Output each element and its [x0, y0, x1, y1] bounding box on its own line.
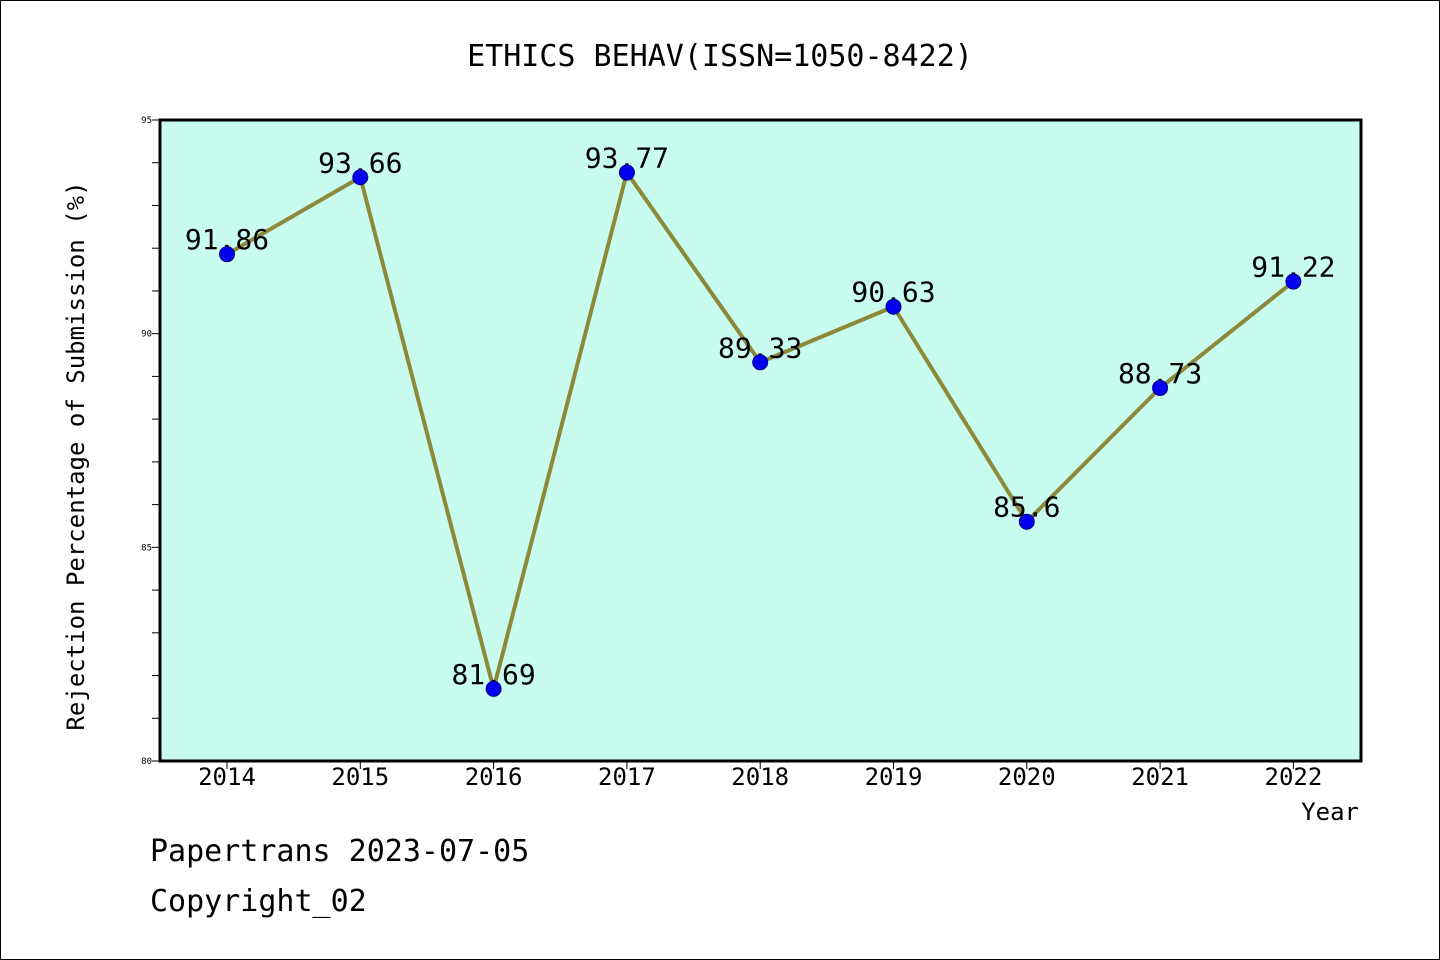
y-tick-label: 95 — [141, 116, 152, 126]
footer-date-text: Papertrans 2023-07-05 — [150, 834, 530, 869]
data-point-marker — [1152, 379, 1169, 396]
y-axis-ticks: 80 85 90 95 — [141, 116, 160, 767]
x-tick-label: 2020 — [998, 763, 1056, 791]
x-tick-label: 2014 — [198, 763, 256, 791]
data-point-marker — [1018, 513, 1035, 530]
footer-copyright-text: Copyright_02 — [150, 884, 367, 919]
data-point-marker — [485, 680, 502, 697]
data-label-group: 91.8693.6681.6993.7789.3390.6385.688.739… — [185, 142, 1336, 697]
x-tick-label: 2016 — [465, 763, 523, 791]
x-tick-label: 2019 — [865, 763, 923, 791]
plot-area — [158, 118, 1363, 763]
x-tick-label: 2022 — [1265, 763, 1323, 791]
x-tick-label: 2018 — [731, 763, 789, 791]
data-point-marker — [219, 246, 235, 263]
data-point-marker — [885, 298, 902, 315]
chart-title: ETHICS BEHAV(ISSN=1050-8422) — [467, 39, 973, 74]
data-point-marker — [1285, 273, 1302, 290]
data-point-marker — [618, 164, 635, 181]
y-tick-label: 90 — [141, 330, 152, 340]
x-axis-label: Year — [1301, 798, 1359, 826]
x-tick-label: 2017 — [598, 763, 656, 791]
y-axis-label: Rejection Percentage of Submission (%) — [62, 181, 90, 730]
y-tick-label: 80 — [141, 757, 152, 767]
x-axis-ticks: 2014 2015 2016 2017 2018 2019 2020 2021 2022 — [198, 761, 1322, 791]
data-point-marker — [352, 169, 369, 186]
x-tick-label: 2015 — [331, 763, 389, 791]
y-tick-label: 85 — [141, 543, 152, 553]
x-tick-label: 2021 — [1131, 763, 1189, 791]
data-point-marker — [752, 354, 769, 371]
